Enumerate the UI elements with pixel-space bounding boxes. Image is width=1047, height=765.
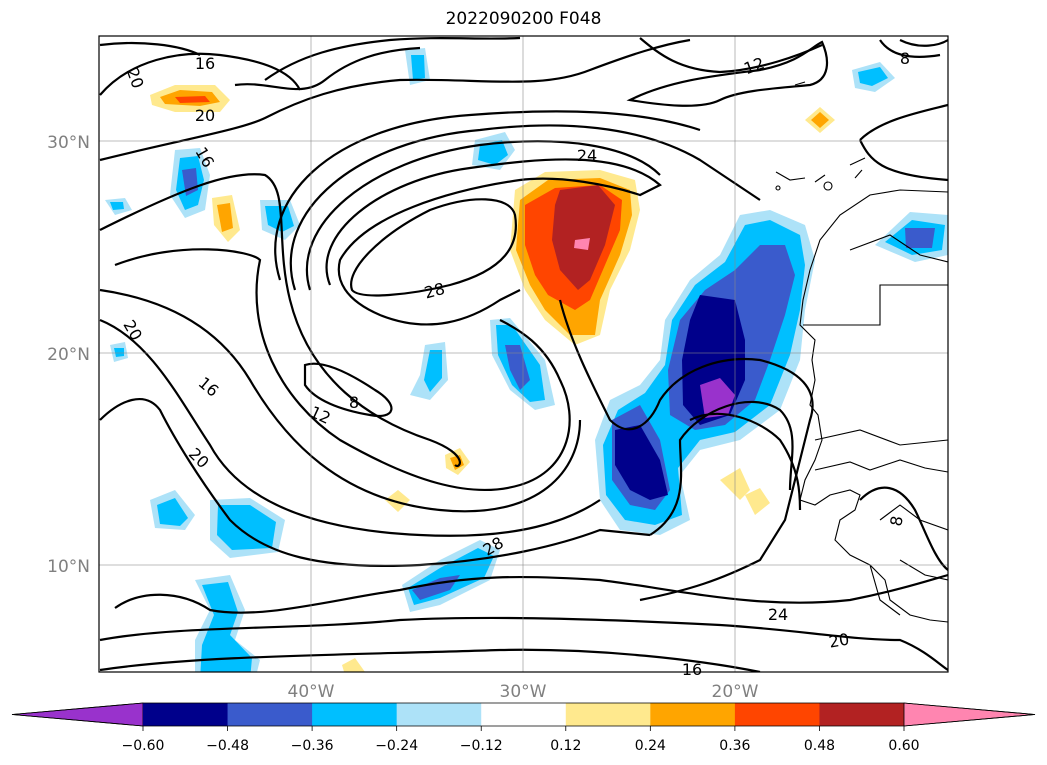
contour-label: 8 [886,514,906,527]
contour-label: 24 [768,605,788,624]
map-frame [98,35,949,673]
lat-label: 20°N [47,345,90,365]
plot-title: 2022090200 F048 [445,9,602,29]
colorbar-segment [734,703,820,726]
contour-label: 16 [195,54,215,73]
gridlines [99,36,948,672]
colorbar-tick-label: −0.36 [291,738,334,754]
colorbar-segment [312,703,398,726]
contour-label: 16 [682,660,702,679]
colorbar-segments [11,702,1036,727]
colorbar-segment [396,703,482,726]
colorbar-tick-label: −0.24 [375,738,418,754]
contour-label: 20 [827,629,850,651]
colorbar-tick-label: 0.36 [719,738,750,754]
colorbar-tick-label: 0.12 [550,738,581,754]
colorbar-tick-label: −0.48 [206,738,249,754]
lat-label: 30°N [47,133,90,153]
colorbar-tick-label: −0.12 [460,738,503,754]
colorbar-segment [143,703,229,726]
colorbar-tick-label: 0.48 [804,738,835,754]
colorbar-segment [650,703,736,726]
colorbar-segment [481,703,567,726]
colorbar-segment [819,703,905,726]
contour-label: 20 [195,106,215,125]
colorbar-ticks: −0.60 −0.48 −0.36 −0.24 −0.12 0.12 0.24 0.36 0.4… [122,726,920,754]
colorbar-tick-label: 0.60 [888,738,919,754]
contour-label: 8 [900,49,910,68]
lon-label: 30°W [500,682,547,702]
colorbar-extend-low [11,702,144,727]
contour-lines [99,36,948,672]
contour-label: 28 [422,279,447,303]
colorbar-tick-label: 0.24 [635,738,666,754]
contour-label: 8 [349,393,359,412]
colorbar-tick-label: −0.60 [122,738,165,754]
lat-label: 10°N [47,557,90,577]
colorbar-segment [227,703,313,726]
colorbar-segment [565,703,651,726]
shaded-anomaly-fields [105,48,948,672]
contour-label: 24 [577,146,597,165]
lon-label: 40°W [288,682,335,702]
colorbar-extend-high [903,702,1036,727]
lon-label: 20°W [712,682,759,702]
